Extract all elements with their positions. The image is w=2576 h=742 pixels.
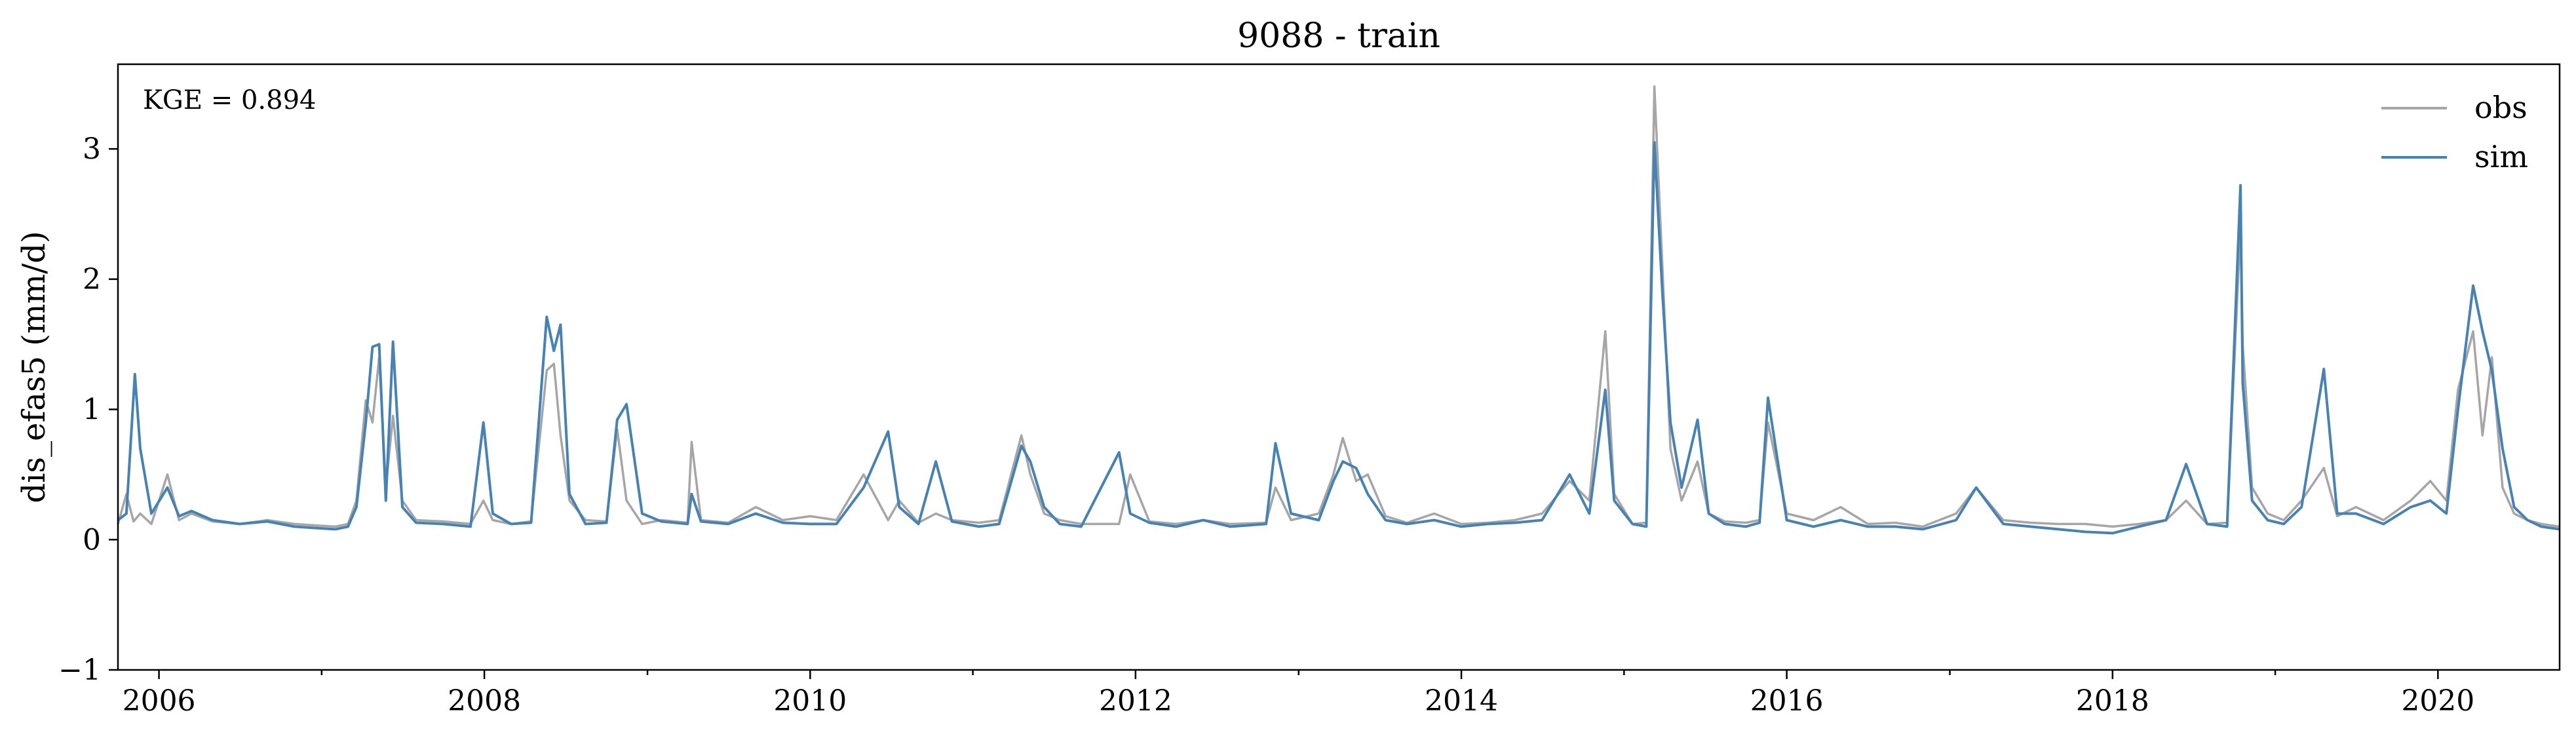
plot-area bbox=[117, 63, 2561, 671]
plot-frame bbox=[117, 63, 2561, 671]
series-line-obs bbox=[118, 85, 2560, 528]
y-tick-label: −1 bbox=[58, 654, 101, 687]
x-tick-label: 2010 bbox=[773, 684, 847, 718]
x-tick-label: 2012 bbox=[1099, 684, 1172, 718]
series-line-sim bbox=[118, 141, 2560, 535]
y-axis: −1 0 1 2 3 bbox=[58, 132, 118, 687]
kge-annotation: KGE = 0.894 bbox=[143, 85, 317, 115]
y-tick-label: 2 bbox=[83, 263, 101, 296]
x-axis: 2006 2008 2010 2012 2014 2016 2018 2020 bbox=[123, 670, 2474, 718]
x-tick-label: 2016 bbox=[1750, 684, 1824, 718]
y-tick-label: 1 bbox=[83, 393, 101, 427]
y-axis-label: dis_efas5 (mm/d) bbox=[16, 231, 52, 503]
x-tick-label: 2006 bbox=[123, 684, 196, 718]
legend-obs-label: obs bbox=[2474, 90, 2528, 125]
x-tick-label: 2008 bbox=[448, 684, 521, 718]
x-tick-label: 2018 bbox=[2076, 684, 2149, 718]
x-tick-label: 2014 bbox=[1425, 684, 1498, 718]
chart-title: 9088 - train bbox=[1237, 16, 1440, 56]
y-tick-label: 0 bbox=[83, 523, 101, 556]
legend: obs sim bbox=[2381, 90, 2528, 174]
x-tick-label: 2020 bbox=[2401, 684, 2474, 718]
y-tick-label: 3 bbox=[83, 132, 101, 166]
legend-sim-label: sim bbox=[2474, 139, 2528, 174]
